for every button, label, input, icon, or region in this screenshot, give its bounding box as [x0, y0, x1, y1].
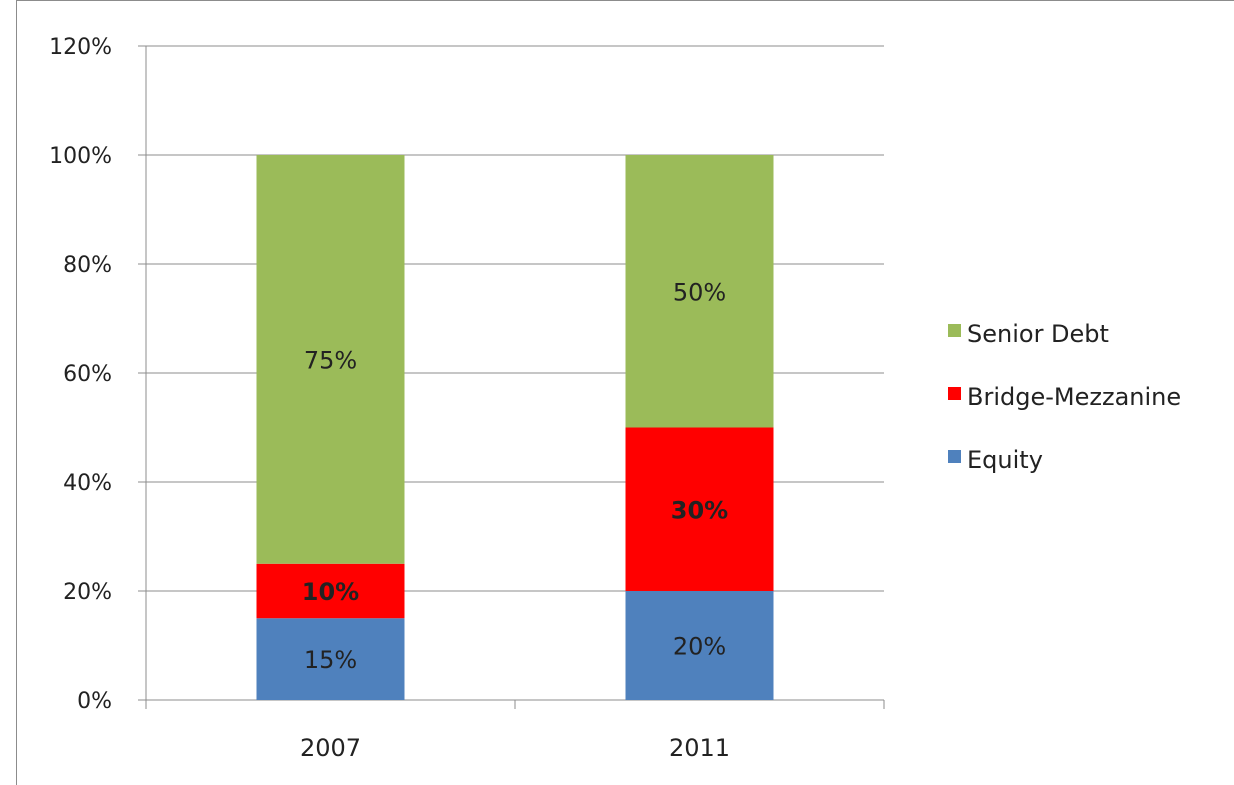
data-label: 75% — [304, 346, 357, 374]
legend-swatch — [948, 324, 961, 337]
data-label: 15% — [304, 646, 357, 674]
legend-label: Equity — [967, 446, 1043, 474]
bar-segment-bridge-mezzanine — [625, 427, 774, 591]
data-label: 10% — [302, 578, 359, 606]
y-tick-label: 120% — [49, 35, 112, 60]
y-tick-label: 40% — [63, 471, 112, 496]
y-tick-label: 20% — [63, 580, 112, 605]
y-tick-label: 80% — [63, 253, 112, 278]
y-tick-label: 0% — [77, 689, 112, 714]
bar-segment-senior-debt — [625, 155, 774, 428]
legend-swatch — [948, 450, 961, 463]
legend-swatch — [948, 387, 961, 400]
data-label: 20% — [673, 633, 726, 661]
y-tick-label: 100% — [49, 144, 112, 169]
x-tick-label: 2007 — [300, 734, 361, 762]
bar-segment-senior-debt — [256, 155, 405, 564]
chart-frame — [16, 0, 1234, 785]
y-tick-label: 60% — [63, 362, 112, 387]
legend-label: Bridge-Mezzanine — [967, 383, 1181, 411]
data-label: 30% — [671, 496, 728, 524]
legend-label: Senior Debt — [967, 320, 1109, 348]
bar-segment-equity — [256, 618, 405, 700]
bar-segment-bridge-mezzanine — [256, 563, 405, 619]
data-label: 50% — [673, 278, 726, 306]
x-tick-label: 2011 — [669, 734, 730, 762]
bar-segment-equity — [625, 591, 774, 700]
